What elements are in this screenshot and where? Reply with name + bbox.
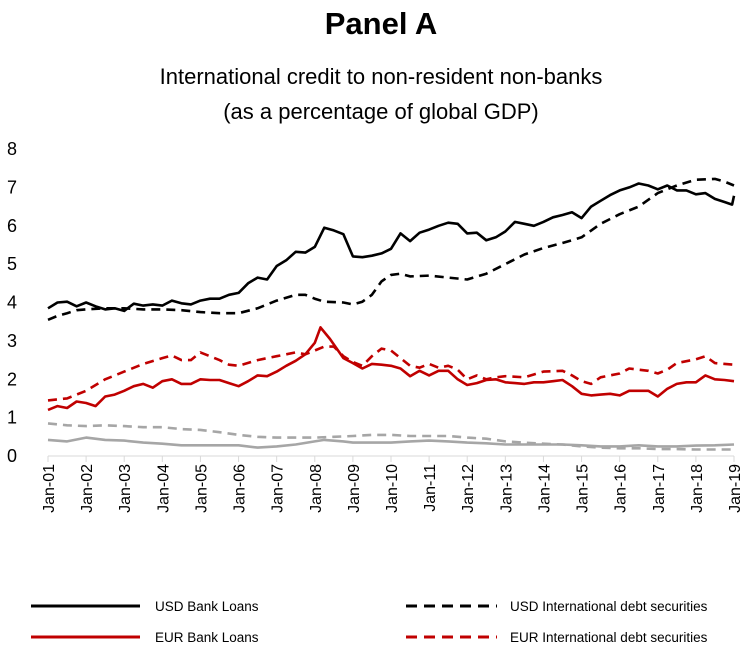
y-tick-label: 3 [7, 331, 17, 351]
x-tick-label: Jan-16 [613, 464, 630, 513]
x-tick-label: Jan-11 [422, 464, 439, 512]
x-tick-label: Jan-08 [308, 464, 325, 513]
y-tick-label: 8 [7, 139, 17, 159]
chart-subtitle-line-2: (as a percentage of global GDP) [223, 99, 539, 124]
series-line-usd-bank-loans [47, 182, 736, 313]
y-tick-label: 1 [7, 408, 17, 428]
chart-subtitle-line-1: International credit to non-resident non… [160, 64, 603, 89]
series-line-jpy-international-debt-securities [47, 422, 734, 451]
legend-item: USD International debt securities [406, 599, 708, 614]
x-tick-label: Jan-09 [346, 464, 363, 513]
x-axis: Jan-01 Jan-02 Jan-03 Jan-04 Jan-05 Jan-06 Jan-… [41, 456, 744, 513]
x-tick-label: Jan-19 [727, 464, 744, 513]
x-tick-label: Jan-18 [689, 464, 706, 513]
legend-label: EUR Bank Loans [155, 630, 259, 645]
x-tick-label: Jan-04 [155, 464, 172, 513]
series-line-usd-international-debt-securities [47, 177, 735, 322]
y-tick-label: 0 [7, 446, 17, 466]
legend-label: USD Bank Loans [155, 599, 259, 614]
chart-title: Panel A [325, 6, 438, 41]
y-tick-label: 5 [7, 254, 17, 274]
legend-item: USD Bank Loans [31, 599, 259, 614]
y-axis: 0 1 2 3 4 5 6 7 8 [7, 139, 17, 466]
x-tick-label: Jan-07 [270, 464, 287, 513]
legend-label: EUR International debt securities [510, 630, 708, 645]
x-tick-label: Jan-10 [384, 464, 401, 513]
y-tick-label: 2 [7, 369, 17, 389]
series-line-eur-bank-loans [47, 326, 735, 412]
x-tick-label: Jan-05 [193, 464, 210, 513]
legend: USD Bank Loans USD International debt sec… [31, 599, 708, 645]
x-tick-label: Jan-15 [575, 464, 592, 513]
x-tick-label: Jan-14 [536, 464, 553, 513]
series-line-eur-international-debt-securities [47, 345, 735, 402]
x-tick-label: Jan-03 [117, 464, 134, 513]
y-tick-label: 7 [7, 177, 17, 197]
series-line-jpy-bank-loans [47, 436, 735, 449]
x-tick-label: Jan-01 [41, 464, 58, 513]
legend-item: EUR Bank Loans [31, 630, 259, 645]
series-layer [47, 177, 736, 451]
x-tick-label: Jan-13 [498, 464, 515, 513]
x-tick-label: Jan-02 [79, 464, 96, 513]
x-tick-label: Jan-17 [651, 464, 668, 513]
y-tick-label: 6 [7, 216, 17, 236]
x-tick-label: Jan-06 [232, 464, 249, 513]
y-tick-label: 4 [7, 293, 17, 313]
legend-item: EUR International debt securities [406, 630, 708, 645]
x-tick-label: Jan-12 [460, 464, 477, 513]
legend-label: USD International debt securities [510, 599, 708, 614]
